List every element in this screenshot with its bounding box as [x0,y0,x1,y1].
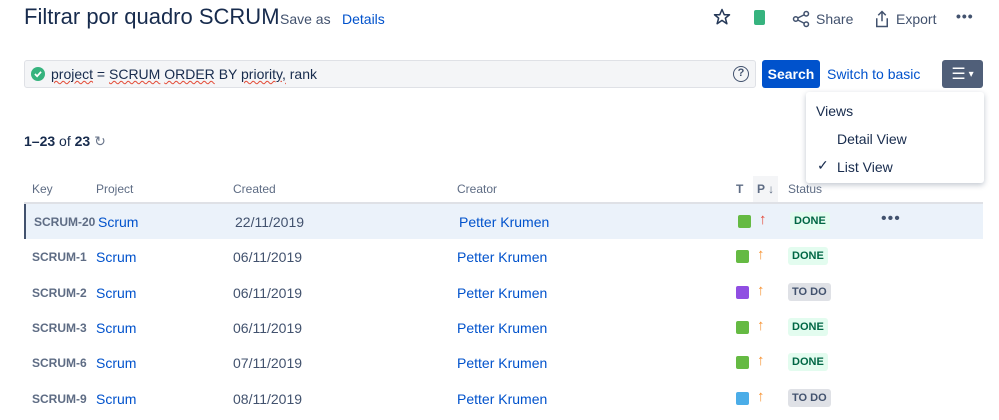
issue-key[interactable]: SCRUM-1 [32,250,87,265]
status-badge: DONE [788,247,828,266]
jql-search-input[interactable]: project = SCRUM ORDER BY priority, rank … [24,60,756,88]
creator-link[interactable]: Petter Krumen [457,319,548,336]
table-row[interactable]: SCRUM-6 Scrum 07/11/2019 Petter Krumen ↑… [24,345,983,380]
issue-key[interactable]: SCRUM-6 [32,356,87,371]
project-link[interactable]: Scrum [96,284,137,301]
chevron-down-icon: ▾ [968,68,974,80]
priority-high-icon: ↑ [757,316,765,334]
creator-link[interactable]: Petter Krumen [457,284,548,301]
creator-link[interactable]: Petter Krumen [459,214,550,230]
priority-high-icon: ↑ [757,246,765,264]
created-date: 22/11/2019 [235,214,305,230]
creator-link[interactable]: Petter Krumen [457,249,548,266]
epic-type-icon [736,285,749,299]
views-heading: Views [816,103,854,119]
jql-query: project = SCRUM ORDER BY priority, rank [51,66,317,82]
priority-highest-icon: ↑ [759,211,767,228]
share-button[interactable]: Share [792,10,853,28]
star-icon[interactable] [713,8,731,31]
column-priority[interactable]: P ↓ [753,176,779,202]
column-created[interactable]: Created [233,182,276,196]
details-link[interactable]: Details [342,11,385,27]
status-badge: TO DO [788,282,831,301]
help-icon[interactable]: ? [733,66,749,82]
project-link[interactable]: Scrum [96,390,137,407]
search-button[interactable]: Search [762,60,820,88]
save-as-link[interactable]: Save as [280,11,331,27]
story-type-icon [736,320,749,334]
views-dropdown: Views Detail View ✓ List View [806,92,984,183]
more-actions-button[interactable]: ••• [956,8,974,24]
created-date: 07/11/2019 [233,355,303,372]
column-status[interactable]: Status [788,182,823,196]
created-date: 06/11/2019 [233,319,303,336]
project-link[interactable]: Scrum [98,214,139,230]
project-link[interactable]: Scrum [96,319,137,336]
issue-key[interactable]: SCRUM-3 [32,320,87,335]
export-icon [876,10,888,28]
creator-link[interactable]: Petter Krumen [457,355,548,372]
created-date: 06/11/2019 [233,249,303,266]
export-label: Export [896,11,937,27]
export-button[interactable]: Export [874,10,936,28]
views-menu-button[interactable]: ☰ ▾ [942,60,983,88]
table-row[interactable]: SCRUM-1 Scrum 06/11/2019 Petter Krumen ↑… [24,239,983,274]
table-row[interactable]: SCRUM-3 Scrum 06/11/2019 Petter Krumen ↑… [24,310,983,345]
header-divider [24,202,983,204]
issue-key[interactable]: SCRUM-9 [32,391,87,406]
menu-icon: ☰ [951,66,966,83]
priority-high-icon: ↑ [757,281,765,299]
issue-key[interactable]: SCRUM-20 [34,215,96,229]
column-key[interactable]: Key [32,182,53,196]
created-date: 08/11/2019 [233,390,303,407]
table-row[interactable]: SCRUM-2 Scrum 06/11/2019 Petter Krumen ↑… [24,275,983,310]
subtask-type-icon [736,391,749,405]
creator-link[interactable]: Petter Krumen [457,390,548,407]
column-project[interactable]: Project [96,182,134,196]
column-creator[interactable]: Creator [457,182,498,196]
share-icon [792,10,810,28]
switch-to-basic-link[interactable]: Switch to basic [827,66,921,82]
valid-check-icon [31,67,45,81]
table-row[interactable]: SCRUM-20 Scrum 22/11/2019 Petter Krumen … [24,204,983,239]
story-type-icon [736,356,749,370]
sort-desc-icon: ↓ [768,182,775,196]
status-badge: TO DO [788,388,831,407]
story-type-icon [736,250,749,264]
status-badge: DONE [788,353,828,372]
menu-item-detail-view[interactable]: Detail View [837,131,907,147]
refresh-icon[interactable]: ↻ [94,133,106,149]
story-type-icon [738,215,751,228]
priority-high-icon: ↑ [757,387,765,405]
priority-high-icon: ↑ [757,352,765,370]
check-icon: ✓ [817,157,829,173]
table-row[interactable]: SCRUM-9 Scrum 08/11/2019 Petter Krumen ↑… [24,381,983,416]
status-badge: DONE [790,212,830,230]
share-label: Share [816,11,854,27]
row-actions-button[interactable]: ••• [881,210,901,227]
results-count: 1–23 of 23 ↻ [24,133,106,149]
status-badge: DONE [788,317,828,336]
menu-item-list-view[interactable]: List View [837,159,893,175]
issue-key[interactable]: SCRUM-2 [32,285,87,300]
sheets-icon[interactable] [754,10,765,25]
page-title: Filtrar por quadro SCRUM [24,4,280,29]
column-type[interactable]: T [736,182,744,196]
created-date: 06/11/2019 [233,284,303,301]
project-link[interactable]: Scrum [96,249,137,266]
project-link[interactable]: Scrum [96,355,137,372]
